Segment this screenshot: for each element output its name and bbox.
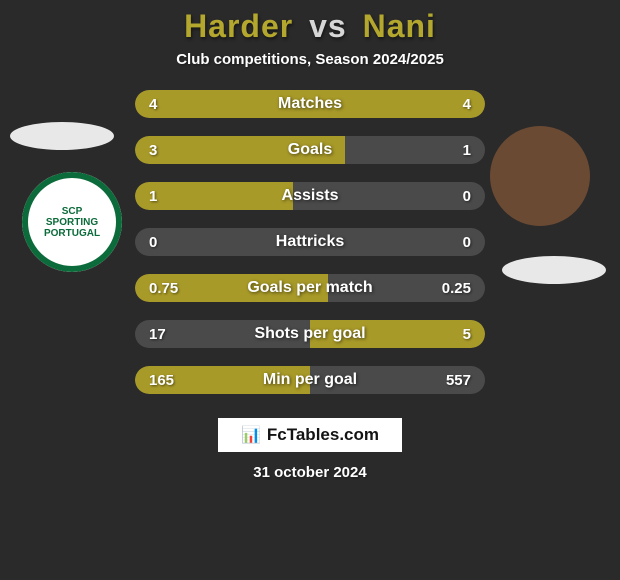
stat-value-right: 0 (463, 188, 471, 205)
stat-value-left: 165 (149, 372, 174, 389)
stat-value-left: 3 (149, 142, 157, 159)
stat-label: Matches (278, 95, 342, 113)
stat-label: Goals per match (247, 279, 372, 297)
comparison-card: Harder vs Nani Club competitions, Season… (0, 0, 620, 580)
stat-row: 165 Min per goal 557 (135, 366, 485, 394)
player1-avatar-placeholder (10, 122, 114, 150)
club-badge-text: SCP SPORTING PORTUGAL (28, 206, 116, 239)
stat-value-right: 0 (463, 234, 471, 251)
title-player1: Harder (184, 8, 293, 44)
stat-label: Hattricks (276, 233, 344, 251)
stat-row: 0.75 Goals per match 0.25 (135, 274, 485, 302)
player2-avatar (490, 126, 590, 226)
player2-club-badge-placeholder (502, 256, 606, 284)
stat-bars: 4 Matches 4 3 Goals 1 1 Assists 0 0 Hatt… (135, 90, 485, 394)
stat-value-right: 1 (463, 142, 471, 159)
title: Harder vs Nani (184, 8, 436, 45)
source-logo: 📊 FcTables.com (218, 418, 402, 452)
stat-value-left: 17 (149, 326, 166, 343)
stat-label: Assists (282, 187, 339, 205)
stat-value-right: 4 (463, 96, 471, 113)
stat-label: Goals (288, 141, 332, 159)
stat-value-right: 5 (463, 326, 471, 343)
club-badge-icon: SCP SPORTING PORTUGAL (22, 172, 122, 272)
stat-value-left: 0.75 (149, 280, 178, 297)
stat-value-right: 0.25 (442, 280, 471, 297)
subtitle: Club competitions, Season 2024/2025 (176, 51, 444, 68)
stat-row: 17 Shots per goal 5 (135, 320, 485, 348)
source-logo-text: FcTables.com (267, 425, 379, 445)
stat-value-right: 557 (446, 372, 471, 389)
stat-value-left: 4 (149, 96, 157, 113)
stat-label: Shots per goal (254, 325, 365, 343)
stat-row: 1 Assists 0 (135, 182, 485, 210)
chart-icon: 📊 (241, 425, 261, 445)
player1-club-badge: SCP SPORTING PORTUGAL (22, 172, 122, 272)
stat-row: 3 Goals 1 (135, 136, 485, 164)
stat-label: Min per goal (263, 371, 357, 389)
stat-row: 4 Matches 4 (135, 90, 485, 118)
stat-value-left: 0 (149, 234, 157, 251)
title-player2: Nani (363, 8, 436, 44)
date-text: 31 october 2024 (253, 464, 366, 481)
stat-value-left: 1 (149, 188, 157, 205)
stat-fill-left (135, 182, 293, 210)
stat-row: 0 Hattricks 0 (135, 228, 485, 256)
title-vs: vs (309, 8, 347, 44)
